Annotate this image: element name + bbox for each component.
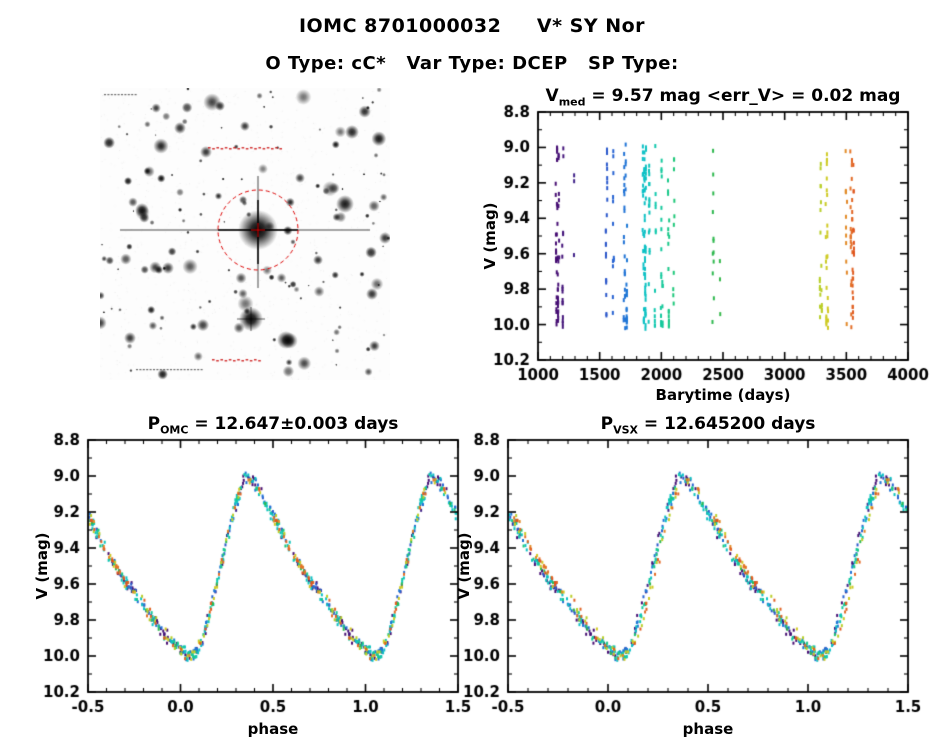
time-series-canvas bbox=[458, 84, 944, 414]
phase-plot-omc-xaxis-label: phase bbox=[247, 720, 299, 738]
phase-plot-vsx-canvas bbox=[450, 412, 936, 747]
phase-plot-omc-canvas bbox=[30, 412, 480, 747]
time-series-xaxis-label: Barytime (days) bbox=[655, 386, 791, 404]
phase-plot-omc: POMC = 12.647±0.003 days phase V (mag) bbox=[30, 412, 480, 747]
time-series-plot: Vmed = 9.57 mag <err_V> = 0.02 mag Baryt… bbox=[458, 84, 944, 414]
page-subtitle: O Type: cC* Var Type: DCEP SP Type: bbox=[265, 53, 679, 74]
star-field-image bbox=[100, 88, 390, 380]
phase-plot-vsx-xaxis-label: phase bbox=[682, 720, 734, 738]
phase-plot-omc-yaxis-label: V (mag) bbox=[33, 532, 51, 600]
time-series-yaxis-label: V (mag) bbox=[481, 202, 499, 270]
finding-chart bbox=[100, 88, 390, 380]
phase-plot-vsx: PVSX = 12.645200 days phase V (mag) bbox=[450, 412, 936, 747]
page-title: IOMC 8701000032 V* SY Nor bbox=[298, 15, 646, 37]
phase-plot-vsx-yaxis-label: V (mag) bbox=[455, 532, 473, 600]
